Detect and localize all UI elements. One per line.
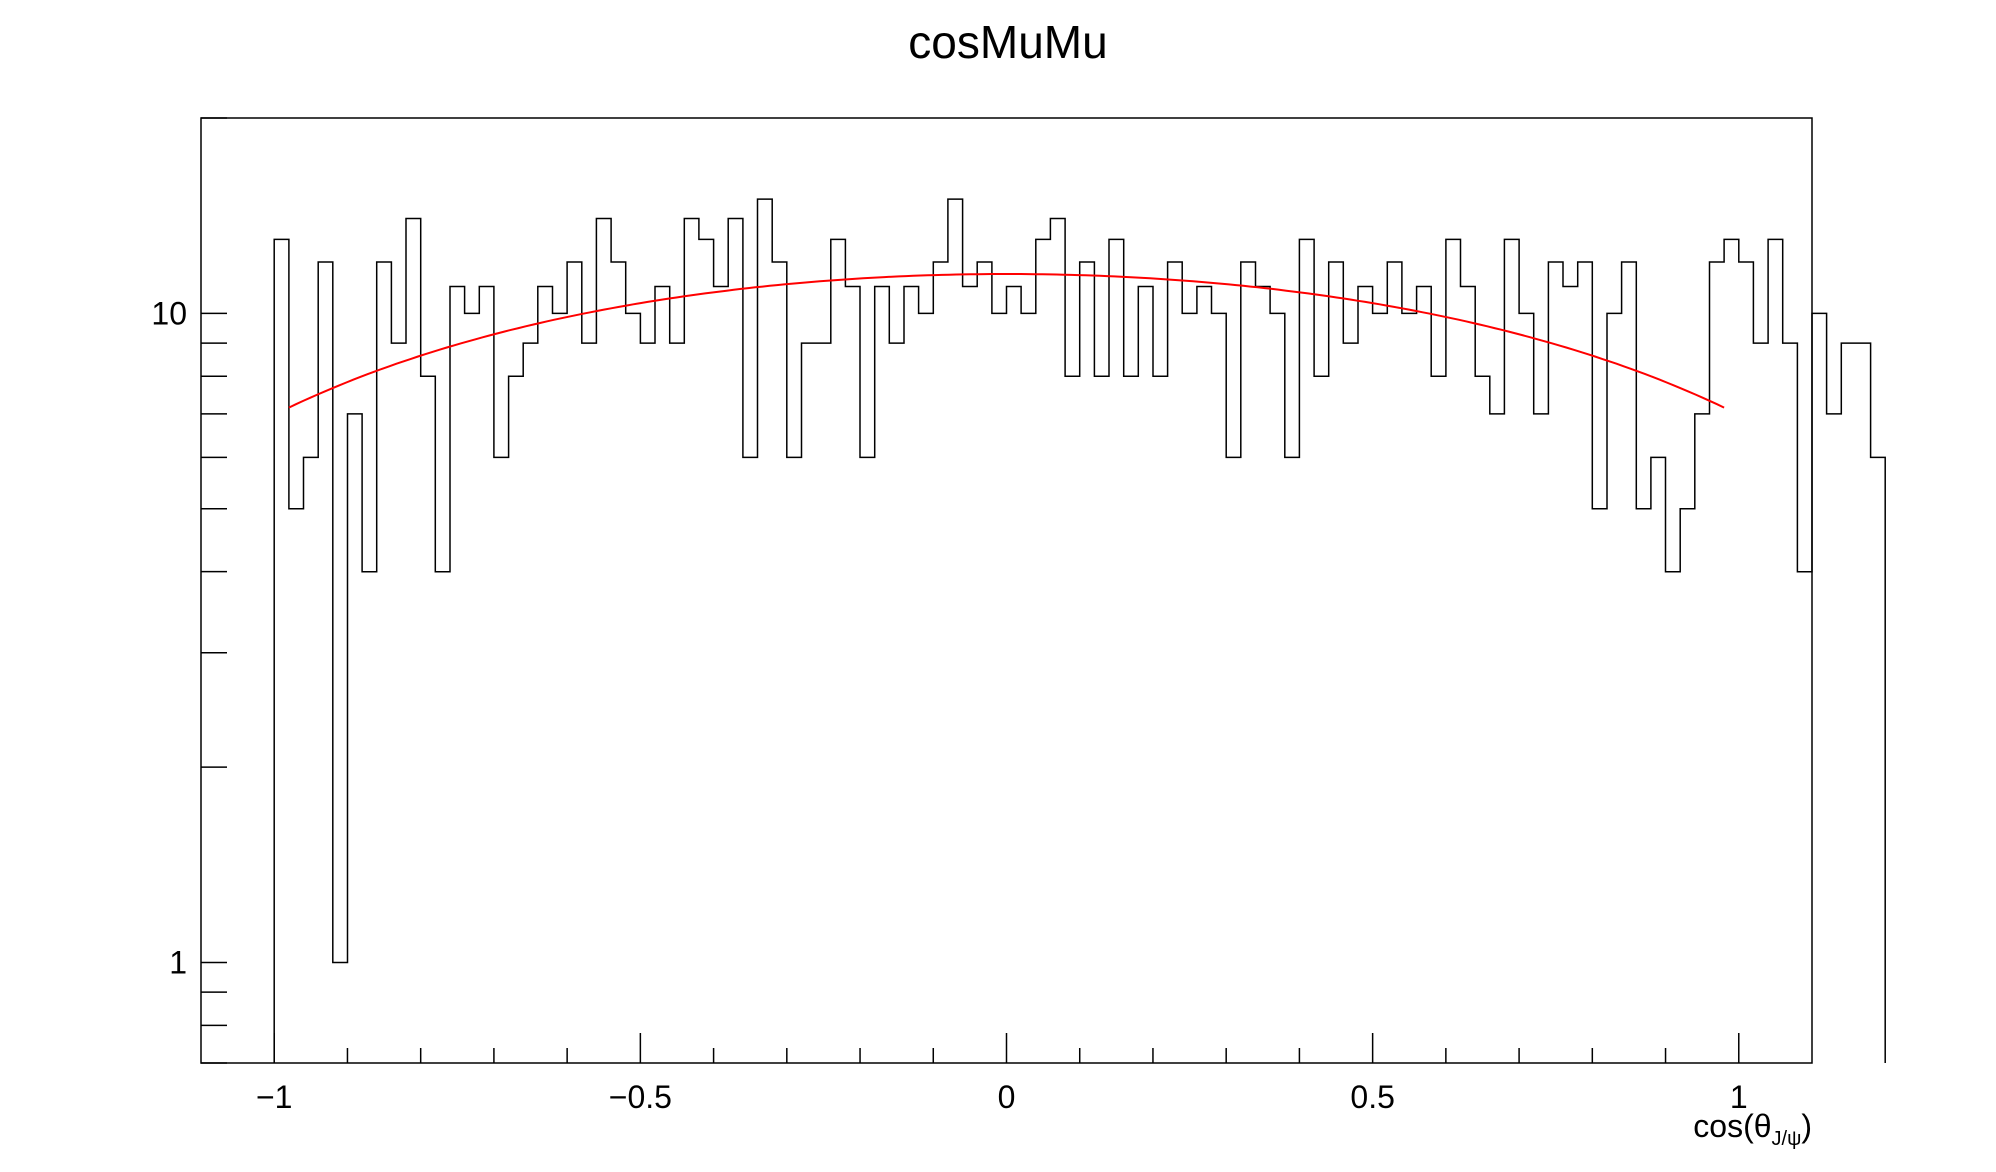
plot-frame xyxy=(200,117,1813,1064)
fit-curve xyxy=(288,273,1725,409)
y-axis: 1 10 xyxy=(151,117,227,1064)
histogram-series xyxy=(273,198,1886,1063)
x-axis-title: cos(θJ/ψ) xyxy=(1693,1108,1812,1150)
chart-title: cosMuMu xyxy=(908,16,1107,68)
y-tick-label: 1 xyxy=(169,944,187,980)
y-tick-label: 10 xyxy=(151,295,187,331)
x-tick-label: −1 xyxy=(256,1079,292,1115)
x-tick-label: −0.5 xyxy=(609,1079,672,1115)
x-axis: −1 −0.5 0 0.5 1 xyxy=(256,1033,1748,1115)
x-tick-label: 0.5 xyxy=(1350,1079,1394,1115)
x-tick-label: 0 xyxy=(998,1079,1016,1115)
x-tick-label: 1 xyxy=(1730,1079,1748,1115)
